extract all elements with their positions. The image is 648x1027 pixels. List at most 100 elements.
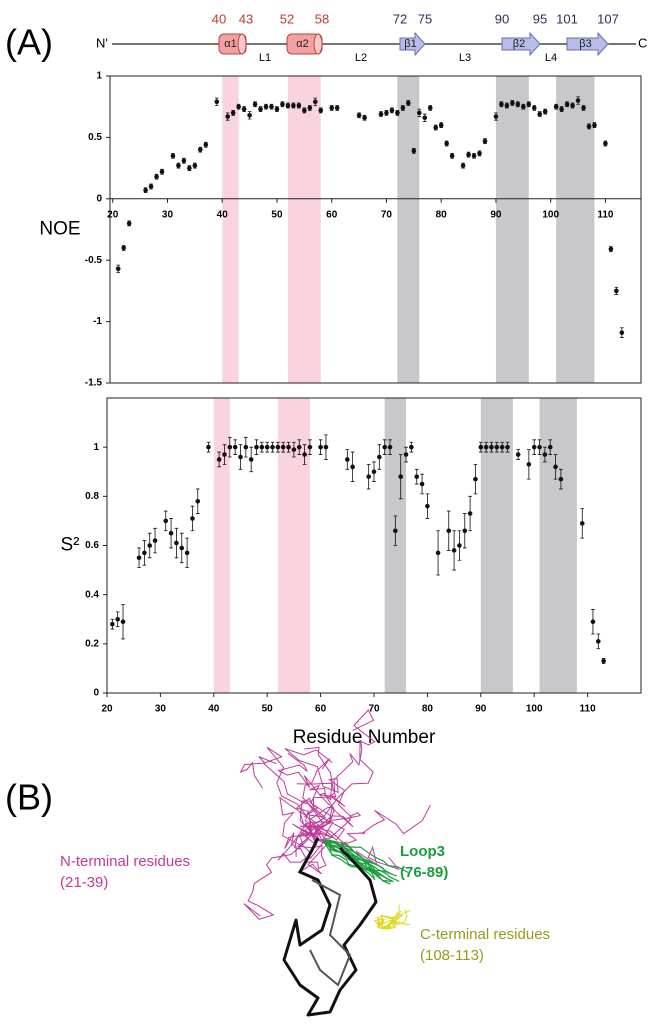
element-name: β2 <box>513 38 525 50</box>
data-point <box>254 445 259 450</box>
structure-trace <box>244 835 312 919</box>
y-tick-label: 1 <box>96 71 102 82</box>
element-end: 107 <box>597 11 619 26</box>
data-point <box>203 142 208 147</box>
highlight-region <box>222 76 238 383</box>
data-point <box>422 115 427 120</box>
data-point <box>565 102 570 107</box>
loop-label: L3 <box>459 52 471 64</box>
x-tick-label: 20 <box>101 704 113 715</box>
data-point <box>281 445 286 450</box>
element-start: 40 <box>212 11 226 26</box>
data-point <box>428 106 433 111</box>
data-point <box>182 158 187 163</box>
data-point <box>179 546 184 551</box>
y-tick-label: 0.8 <box>85 491 99 502</box>
helix-cap <box>314 34 322 54</box>
data-point <box>308 106 313 111</box>
x-axis-label: Residue Number <box>293 727 436 748</box>
data-point <box>372 469 377 474</box>
data-point <box>302 452 307 457</box>
data-point <box>603 141 608 146</box>
data-point <box>398 474 403 479</box>
data-point <box>329 106 334 111</box>
data-point <box>137 555 142 560</box>
data-point <box>452 548 457 553</box>
data-point <box>548 445 553 450</box>
x-tick-label: 30 <box>162 209 174 220</box>
data-point <box>500 445 505 450</box>
element-end: 95 <box>533 11 547 26</box>
y-tick-label: 1 <box>93 442 99 453</box>
x-tick-label: 60 <box>326 209 338 220</box>
y-tick-label: -1 <box>93 316 102 327</box>
data-point <box>412 149 417 154</box>
data-point <box>154 174 159 179</box>
data-point <box>335 106 340 111</box>
data-point <box>479 445 484 450</box>
data-point <box>217 457 222 462</box>
data-point <box>468 511 473 516</box>
element-name: α1 <box>224 38 236 50</box>
y-axis-label: S² <box>61 535 80 556</box>
data-point <box>190 516 195 521</box>
data-point <box>587 124 592 129</box>
data-point <box>570 103 575 108</box>
data-point <box>559 477 564 482</box>
x-tick-label: 70 <box>381 209 393 220</box>
structure-label: (108-113) <box>420 947 484 964</box>
y-tick-label: 0 <box>93 688 99 699</box>
loop-label: L1 <box>259 52 271 64</box>
structure-label: C-terminal residues <box>420 926 550 943</box>
data-point <box>270 445 275 450</box>
data-point <box>242 107 247 112</box>
data-point <box>350 465 355 470</box>
data-point <box>345 457 350 462</box>
data-point <box>214 99 219 104</box>
data-point <box>302 108 307 113</box>
data-point <box>231 111 236 116</box>
structure-trace <box>309 740 362 835</box>
element-name: α2 <box>296 38 308 50</box>
data-point <box>366 474 371 479</box>
data-point <box>526 102 531 107</box>
data-point <box>505 445 510 450</box>
data-point <box>559 107 564 112</box>
y-tick-label: 0.2 <box>85 638 99 649</box>
data-point <box>406 101 411 106</box>
data-point <box>291 103 296 108</box>
data-point <box>537 445 542 450</box>
data-point <box>554 104 559 109</box>
data-point <box>187 166 192 171</box>
loop-label: L4 <box>545 52 557 64</box>
data-point <box>253 102 258 107</box>
x-tick-label: 90 <box>490 209 502 220</box>
helix-cap <box>238 34 246 54</box>
data-point <box>466 152 471 157</box>
data-point <box>377 455 382 460</box>
y-tick-label: 0.6 <box>85 540 99 551</box>
data-point <box>147 543 152 548</box>
data-point <box>483 139 488 144</box>
data-point <box>121 619 126 624</box>
element-name: β3 <box>579 38 591 50</box>
data-point <box>601 659 606 664</box>
x-tick-label: 50 <box>271 209 283 220</box>
data-point <box>225 114 230 119</box>
data-point <box>233 445 238 450</box>
data-point <box>382 445 387 450</box>
data-point <box>499 102 504 107</box>
data-point <box>521 104 526 109</box>
data-point <box>174 541 179 546</box>
data-point <box>596 639 601 644</box>
data-point <box>121 246 126 251</box>
data-point <box>313 99 318 104</box>
data-point <box>494 114 499 119</box>
data-point <box>115 617 120 622</box>
data-point <box>318 445 323 450</box>
data-point <box>516 102 521 107</box>
y-axis-label: NOE <box>39 219 80 240</box>
y-tick-label: 0 <box>96 193 102 204</box>
data-point <box>395 111 400 116</box>
data-point <box>461 163 466 168</box>
